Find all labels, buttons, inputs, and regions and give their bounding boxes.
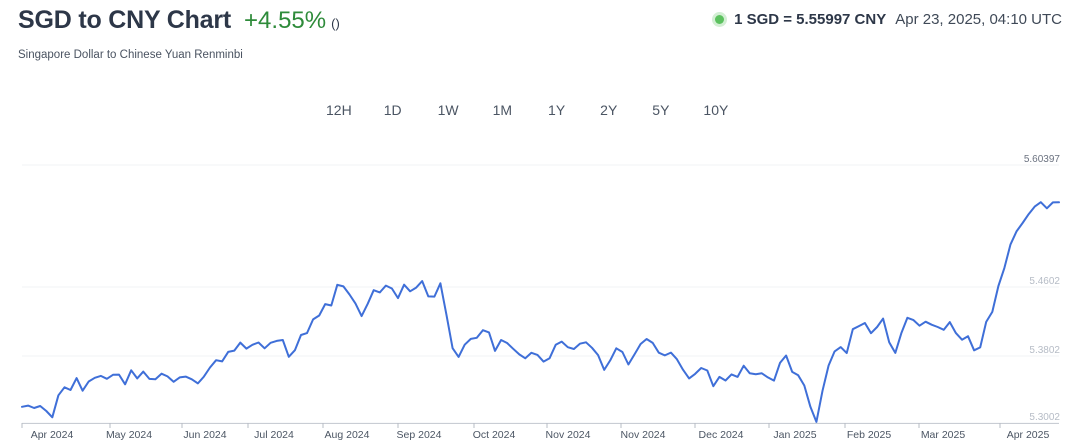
pair-subtitle: Singapore Dollar to Chinese Yuan Renminb… — [18, 49, 243, 61]
x-tick-label: Jan 2025 — [773, 429, 816, 441]
tab-1m[interactable]: 1M — [492, 102, 513, 118]
percent-change: +4.55% — [244, 7, 327, 34]
x-tick-label: Aug 2024 — [325, 429, 370, 441]
x-tick-label: Nov 2024 — [621, 429, 666, 441]
tab-1w[interactable]: 1W — [437, 102, 459, 118]
tab-1y[interactable]: 1Y — [548, 102, 566, 118]
x-tick-label: Dec 2024 — [699, 429, 744, 441]
tab-10y[interactable]: 10Y — [703, 102, 729, 118]
live-indicator-icon — [715, 15, 725, 24]
tab-1d[interactable]: 1D — [383, 102, 402, 118]
y-tick-label: 5.60397 — [1024, 154, 1061, 165]
x-tick-label: Jul 2024 — [254, 429, 294, 441]
y-tick-label: 5.4602 — [1029, 276, 1060, 287]
live-rate: 1 SGD = 5.55997 CNY Apr 23, 2025, 04:10 … — [715, 11, 1062, 28]
tab-5y[interactable]: 5Y — [652, 102, 670, 118]
series-line-0 — [21, 201, 1060, 423]
x-tick-label: Oct 2024 — [473, 429, 516, 441]
x-tick-label: Feb 2025 — [847, 429, 892, 441]
exchange-rate: 1 SGD = 5.55997 CNY — [734, 11, 887, 28]
y-tick-label: 5.3002 — [1029, 412, 1060, 423]
title-row: SGD to CNY Chart +4.55% () — [18, 6, 340, 35]
tab-12h[interactable]: 12H — [326, 102, 352, 118]
x-tick-label: Apr 2025 — [1007, 429, 1050, 441]
time-range-tabs: 12H 1D 1W 1M 1Y 2Y 5Y 10Y — [326, 100, 728, 120]
percent-change-parenthetical: () — [331, 16, 340, 31]
x-tick-label: Mar 2025 — [921, 429, 966, 441]
x-tick-label: Jun 2024 — [183, 429, 226, 441]
y-tick-label: 5.3802 — [1029, 345, 1060, 356]
rate-timestamp: Apr 23, 2025, 04:10 UTC — [895, 11, 1062, 28]
tab-2y[interactable]: 2Y — [600, 102, 618, 118]
x-tick-label: Apr 2024 — [31, 429, 74, 441]
x-tick-label: Nov 2024 — [546, 429, 591, 441]
page-title: SGD to CNY Chart — [18, 6, 232, 34]
x-tick-label: May 2024 — [106, 429, 152, 441]
x-tick-label: Sep 2024 — [397, 429, 442, 441]
